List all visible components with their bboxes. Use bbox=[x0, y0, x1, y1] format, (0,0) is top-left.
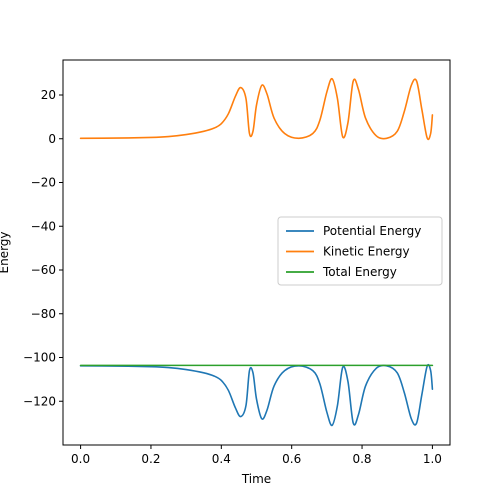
x-tick-label: 0.0 bbox=[71, 452, 90, 466]
legend: Potential Energy Kinetic Energy Total Ener… bbox=[277, 216, 443, 286]
legend-box bbox=[277, 216, 443, 286]
legend-label: Kinetic Energy bbox=[323, 245, 410, 259]
y-tick-label: 0 bbox=[48, 132, 56, 146]
y-tick-label: −20 bbox=[31, 176, 56, 190]
x-axis-label: Time bbox=[241, 472, 271, 486]
y-tick-label: −120 bbox=[23, 394, 56, 408]
axes-frame bbox=[62, 59, 451, 446]
series-layer bbox=[79, 77, 434, 427]
x-tick-label: 0.6 bbox=[282, 452, 301, 466]
x-tick-label: 0.4 bbox=[212, 452, 231, 466]
y-tick-label: −40 bbox=[31, 219, 56, 233]
y-axis: 20 0 −20 −40 −60 −80 −100 −120 bbox=[23, 88, 63, 408]
y-tick-label: −80 bbox=[31, 307, 56, 321]
y-tick-label: 20 bbox=[41, 88, 56, 102]
kinetic-energy-line bbox=[79, 77, 434, 141]
legend-label: Potential Energy bbox=[323, 224, 421, 238]
legend-entry-total-energy: Total Energy bbox=[286, 265, 397, 279]
x-axis: 0.0 0.2 0.4 0.6 0.8 1.0 bbox=[71, 445, 442, 466]
x-tick-label: 1.0 bbox=[423, 452, 442, 466]
x-tick-label: 0.8 bbox=[352, 452, 371, 466]
legend-entry-kinetic-energy: Kinetic Energy bbox=[286, 245, 410, 259]
legend-entry-potential-energy: Potential Energy bbox=[286, 224, 421, 238]
legend-label: Total Energy bbox=[322, 265, 397, 279]
y-tick-label: −100 bbox=[23, 351, 56, 365]
y-axis-label: Energy bbox=[0, 231, 11, 273]
x-tick-label: 0.2 bbox=[141, 452, 160, 466]
y-tick-label: −60 bbox=[31, 263, 56, 277]
potential-energy-line bbox=[79, 363, 434, 427]
